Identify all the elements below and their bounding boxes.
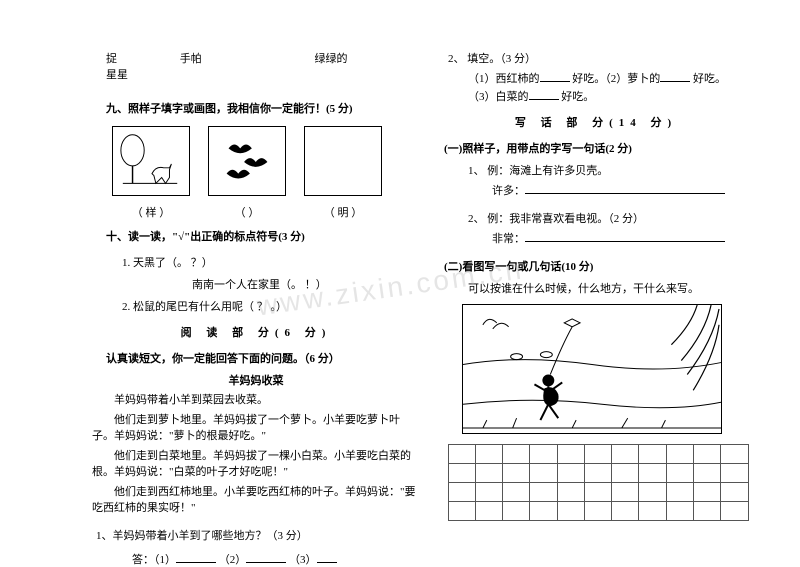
image-box-2 <box>208 126 286 196</box>
lips-icon <box>209 127 285 195</box>
word-4: 星星 <box>106 66 128 82</box>
reading-sub: 认真读短文，你一定能回答下面的问题。（6 分） <box>92 350 420 366</box>
story-p3: 他们走到白菜地里。羊妈妈拔了一棵小白菜。小羊要吃白菜的根。羊妈妈说："白菜的叶子… <box>92 448 420 481</box>
kite-picture <box>462 304 722 434</box>
top-words-row: 捉 手帕 绿绿的 星星 <box>106 50 420 82</box>
story-p2: 他们走到萝卜地里。羊妈妈拔了一个萝卜。小羊要吃萝卜叶子。羊妈妈说："萝卜的根最好… <box>92 412 420 445</box>
w1-ex2: 2、 例：我非常喜欢看电视。（2 分） <box>468 210 748 226</box>
word-1: 捉 <box>106 50 117 66</box>
q2-l1c: 好吃。 <box>693 73 726 85</box>
s10-line2: 南南一个人在家里（。 ！） <box>192 276 420 292</box>
blank-4[interactable] <box>540 70 570 82</box>
blank-1[interactable] <box>176 551 216 563</box>
blank-2[interactable] <box>246 551 286 563</box>
q1: 1、羊妈妈带着小羊到了哪些地方？（3 分） <box>96 527 420 543</box>
q2-l1b: 好吃。（2）萝卜的 <box>572 73 660 85</box>
q2-heading: 2、 填空。（3 分） <box>448 50 748 66</box>
word-3: 绿绿的 <box>315 50 348 66</box>
writing-heading: 写 话 部 分(14 分) <box>444 114 748 130</box>
section9-heading: 九、照样子填字或画图，我相信你一定能行！(5 分) <box>92 100 420 116</box>
blank-3[interactable] <box>317 551 337 563</box>
w2-hint: 可以按谁在什么时候，什么地方，干什么来写。 <box>468 280 748 296</box>
reading-heading: 阅 读 部 分(6 分) <box>92 324 420 340</box>
blank-7[interactable] <box>525 182 725 194</box>
image-box-1 <box>112 126 190 196</box>
page: 捉 手帕 绿绿的 星星 九、照样子填字或画图，我相信你一定能行！(5 分) <box>0 0 800 566</box>
w1-ex1: 1、 例：海滩上有许多贝壳。 <box>468 162 748 178</box>
s10-line1: 1. 天黑了（。 ？） <box>122 254 420 270</box>
q2-l2a: （3）白菜的 <box>468 91 529 103</box>
blank-8[interactable] <box>525 230 725 242</box>
blank-6[interactable] <box>529 88 559 100</box>
q2-line1: （1）西红柿的 好吃。（2）萝卜的 好吃。 <box>468 70 748 86</box>
caption-1: （ 样 ） <box>112 204 190 220</box>
word-2: 手帕 <box>180 50 202 66</box>
caption-2: （ ） <box>208 204 286 220</box>
q2-l1a: （1）西红柿的 <box>468 73 540 85</box>
kite-scene-icon <box>463 305 721 434</box>
writing-grid[interactable] <box>448 444 748 520</box>
w1-line2: 非常： <box>492 230 748 246</box>
section10-heading: 十、读一读，"√"出正确的标点符号(3 分) <box>92 228 420 244</box>
right-column: 2、 填空。（3 分） （1）西红柿的 好吃。（2）萝卜的 好吃。 （3）白菜的… <box>432 50 760 546</box>
blank-5[interactable] <box>660 70 690 82</box>
w1-prompt2: 非常： <box>492 233 525 245</box>
q2-l2b: 好吃。 <box>561 91 594 103</box>
w2-heading: (二)看图写一句或几句话(10 分) <box>444 258 748 274</box>
left-column: 捉 手帕 绿绿的 星星 九、照样子填字或画图，我相信你一定能行！(5 分) <box>80 50 432 546</box>
story-title: 羊妈妈收菜 <box>92 372 420 388</box>
caption-row: （ 样 ） （ ） （ 明 ） <box>112 204 420 220</box>
image-box-3 <box>304 126 382 196</box>
s10-line3: 2. 松鼠的尾巴有什么用呢（ ？ 。） <box>122 298 420 314</box>
q1-mid2: （2） <box>219 554 247 566</box>
image-row <box>112 126 420 196</box>
w1-line1: 许多： <box>492 182 748 198</box>
tree-goat-icon <box>113 127 189 195</box>
q1-prefix: 答：（1） <box>132 554 176 566</box>
story-p4: 他们走到西红柿地里。小羊要吃西红柿的叶子。羊妈妈说："要吃西红柿的果实呀！" <box>92 484 420 517</box>
q1-mid3: （3） <box>289 554 317 566</box>
q1-answer: 答：（1） （2） （3） <box>132 551 420 567</box>
story-p1: 羊妈妈带着小羊到菜园去收菜。 <box>92 392 420 409</box>
w1-heading: (一)照样子，用带点的字写一句话(2 分) <box>444 140 748 156</box>
w1-prompt1: 许多： <box>492 185 525 197</box>
caption-3: （ 明 ） <box>304 204 382 220</box>
q2-line2: （3）白菜的 好吃。 <box>468 88 748 104</box>
